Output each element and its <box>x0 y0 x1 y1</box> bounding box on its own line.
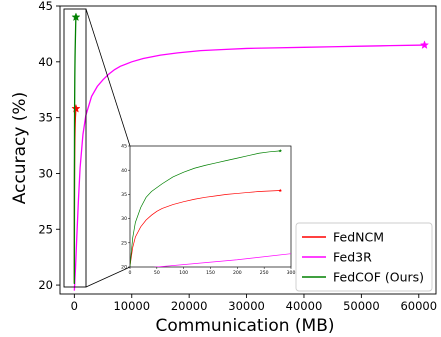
x-tick-label: 30000 <box>228 299 265 313</box>
main-plot-series <box>71 12 430 291</box>
zoom-connector <box>85 8 131 147</box>
x-axis-ticks: 0 10000 20000 30000 40000 50000 60000 <box>71 294 437 313</box>
plot-frame <box>59 5 437 295</box>
y-tick-label: 35 <box>38 111 53 125</box>
inset-x-tick-label: 50 <box>154 270 160 276</box>
inset-y-tick-label: 30 <box>121 216 127 222</box>
inset-y-tick-label: 40 <box>121 168 127 174</box>
zoom-connector <box>85 266 131 288</box>
inset-x-tick-label: 100 <box>179 270 188 276</box>
x-tick-label: 50000 <box>343 299 380 313</box>
inset-y-tick-label: 25 <box>121 240 127 246</box>
inset-x-tick-label: 150 <box>206 270 215 276</box>
inset-series-line <box>130 150 281 267</box>
x-tick-label: 20000 <box>171 299 208 313</box>
main-axes <box>59 5 437 295</box>
series-end-marker <box>419 40 430 49</box>
series-line <box>73 17 77 284</box>
inset-series-end-marker <box>278 188 282 192</box>
legend-entry-label: FedNCM <box>333 230 384 245</box>
y-tick-label: 25 <box>38 222 53 236</box>
inset-x-tick-label: 200 <box>233 270 242 276</box>
x-axis-label: Communication (MB) <box>156 316 335 336</box>
inset-series-end-marker <box>278 149 282 153</box>
y-tick-label: 30 <box>38 166 53 180</box>
y-tick-label: 20 <box>38 278 53 292</box>
series-line <box>73 44 425 291</box>
inset-y-tick-label: 20 <box>121 265 127 271</box>
legend-box <box>295 222 433 292</box>
y-tick-label: 40 <box>38 55 53 69</box>
series-end-marker <box>71 103 81 113</box>
legend: FedNCM Fed3R FedCOF (Ours) <box>295 222 433 292</box>
legend-entry-label: Fed3R <box>333 250 372 265</box>
inset-x-tick-label: 300 <box>287 270 296 276</box>
x-tick-label: 60000 <box>400 299 437 313</box>
y-axis-label: Accuracy (%) <box>10 92 30 204</box>
x-tick-label: 40000 <box>286 299 323 313</box>
x-tick-label: 10000 <box>113 299 150 313</box>
series-end-marker <box>71 12 81 22</box>
y-tick-label: 45 <box>38 0 53 13</box>
x-tick-label: 0 <box>71 299 78 313</box>
inset-y-tick-label: 35 <box>121 192 127 198</box>
zoom-region-box <box>63 8 131 288</box>
inset-frame <box>129 145 292 268</box>
legend-entry-label: FedCOF (Ours) <box>333 270 424 285</box>
inset-series <box>130 149 291 267</box>
inset-x-tick-label: 250 <box>260 270 269 276</box>
inset-plot: 0 50 100 150 200 250 300 20 25 30 35 40 45 <box>121 144 296 276</box>
y-axis-ticks: 20 25 30 35 40 45 <box>38 0 60 292</box>
inset-series-line <box>130 190 281 267</box>
inset-x-tick-label: 0 <box>129 270 132 276</box>
zoom-rectangle <box>63 8 87 288</box>
inset-y-tick-label: 45 <box>121 144 127 150</box>
